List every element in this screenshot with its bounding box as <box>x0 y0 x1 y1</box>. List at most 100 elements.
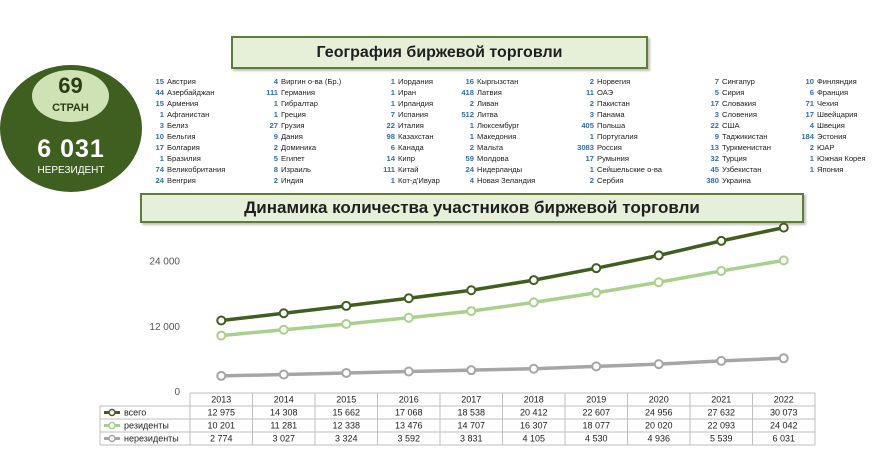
country-item: 4 Швеция <box>796 120 866 131</box>
country-item: 5 Египет <box>260 153 341 164</box>
x-tick-label: 2015 <box>336 395 356 405</box>
country-name: Великобритания <box>167 165 226 174</box>
country-item: 22 США <box>701 120 771 131</box>
table-cell: 10 201 <box>207 421 235 431</box>
country-item: 1 Иран <box>377 87 440 98</box>
country-name: Сербия <box>597 176 624 185</box>
x-tick-label: 2014 <box>274 395 294 405</box>
country-count: 184 <box>801 132 814 141</box>
country-name: Белиз <box>167 121 189 130</box>
data-point <box>403 293 414 304</box>
country-count: 44 <box>155 88 164 97</box>
data-point <box>716 265 727 276</box>
country-item: 45 Узбекистан <box>701 164 771 175</box>
country-count: 32 <box>710 154 719 163</box>
country-count: 24 <box>465 165 474 174</box>
country-count: 11 <box>585 88 594 97</box>
country-count: 5 <box>273 154 278 163</box>
table-cell: 2 774 <box>210 434 233 444</box>
country-count: 1 <box>273 99 278 108</box>
country-count: 8 <box>273 165 278 174</box>
country-count: 9 <box>714 132 719 141</box>
table-cell: 3 831 <box>460 434 483 444</box>
country-item: 405 Польша <box>576 120 662 131</box>
table-cell: 18 077 <box>582 421 610 431</box>
table-cell: 4 105 <box>522 434 545 444</box>
country-count: 15 <box>155 99 164 108</box>
country-item: 16 Кыргызстан <box>456 76 535 87</box>
country-item: 1 Кот-д'Ивуар <box>377 175 440 186</box>
x-tick-label: 2017 <box>461 395 481 405</box>
country-item: 4 Новая Зеландия <box>456 175 536 186</box>
country-name: Виргин о-ва (Бр.) <box>281 77 342 86</box>
x-tick-label: 2021 <box>711 395 731 405</box>
x-tick-label: 2013 <box>211 395 231 405</box>
country-count: 111 <box>383 165 395 174</box>
legend-label: всего <box>124 408 146 418</box>
x-tick-label: 2019 <box>586 395 606 405</box>
data-point <box>466 285 477 296</box>
country-count: 1 <box>159 154 164 163</box>
country-count: 4 <box>469 176 474 185</box>
country-count: 10 <box>805 77 814 86</box>
data-point <box>278 369 289 380</box>
country-count: 98 <box>386 132 395 141</box>
country-item: 59 Молдова <box>456 153 535 164</box>
legend-key-marker <box>108 434 116 443</box>
country-item: 74 Великобритания <box>146 164 226 175</box>
country-count: 3 <box>589 110 594 119</box>
country-count: 4 <box>273 77 278 86</box>
country-item: 44 Азербайджан <box>146 87 225 98</box>
data-point <box>716 355 727 366</box>
table-cell: 14 707 <box>457 421 485 431</box>
country-name: Иордания <box>398 77 433 86</box>
country-item: 32 Турция <box>701 153 771 164</box>
country-count: 2 <box>273 176 278 185</box>
country-name: Доминика <box>281 143 317 152</box>
country-item: 1 Иордания <box>377 76 440 87</box>
country-item: 2 Индия <box>260 175 341 186</box>
country-count: 1 <box>390 176 395 185</box>
country-item: 4 Виргин о-ва (Бр.) <box>260 76 342 87</box>
country-name: Словения <box>722 110 757 119</box>
y-tick-label: 0 <box>174 387 180 398</box>
country-item: 1 Бразилия <box>146 153 225 164</box>
country-column: 10 Финляндия 6 Франция 71 Чехия 17 Швейцария 4 Шв… <box>796 76 866 175</box>
y-tick-label: 24 000 <box>149 257 180 268</box>
country-name: Испания <box>398 110 429 119</box>
country-count: 2 <box>469 99 474 108</box>
country-item: 9 Таджикистан <box>701 131 771 142</box>
country-item: 6 Канада <box>377 142 440 153</box>
country-name: Япония <box>817 165 844 174</box>
y-tick-label: 12 000 <box>149 322 180 333</box>
country-count: 74 <box>155 165 164 174</box>
data-point <box>528 297 539 308</box>
country-name: Эстония <box>817 132 847 141</box>
table-cell: 24 956 <box>645 408 673 418</box>
country-name: Словакия <box>722 99 757 108</box>
country-count: 2 <box>273 143 278 152</box>
country-item: 27 Грузия <box>260 120 341 131</box>
country-name: Кыргызстан <box>477 77 519 86</box>
country-item: 111 Китай <box>377 164 440 175</box>
country-name: Сейшельские о-ва <box>597 165 663 174</box>
country-name: Турция <box>722 154 747 163</box>
country-item: 1 Ирландия <box>377 98 440 109</box>
stats-badge: 69 СТРАН 6 031 НЕРЕЗИДЕНТ <box>0 65 142 192</box>
country-item: 6 Франция <box>796 87 866 98</box>
country-item: 10 Финляндия <box>796 76 866 87</box>
country-name: Казахстан <box>398 132 434 141</box>
country-count: 6 <box>390 143 395 152</box>
country-count: 7 <box>714 77 719 86</box>
country-column: 7 Сингапур 5 Сирия 17 Словакия 3 Словения 22 США 9… <box>701 76 771 186</box>
data-table: 2013 2014 2015 2016 2017 2018 2019 2020 2021 2022… <box>99 392 816 446</box>
country-name: Иран <box>398 88 417 97</box>
country-list: 15 Австрия 44 Азербайджан 15 Армения 1 Афганист… <box>146 76 891 188</box>
country-name: Австрия <box>167 77 196 86</box>
x-tick-label: 2022 <box>774 395 794 405</box>
country-name: Украина <box>722 176 751 185</box>
country-item: 22 Италия <box>377 120 440 131</box>
country-item: 1 Южная Корея <box>796 153 866 164</box>
country-item: 15 Австрия <box>146 76 225 87</box>
